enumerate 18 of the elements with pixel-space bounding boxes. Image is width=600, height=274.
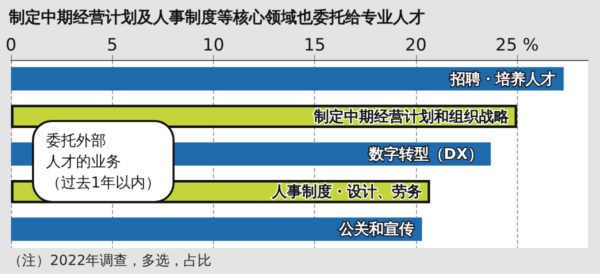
y-tick-label: 公关和宣传	[338, 220, 414, 238]
y-tick-label: 制定中期经营计划和组织战略	[313, 107, 510, 126]
y-tick-label: 招聘・培养人才	[450, 70, 556, 88]
x-tick-label: 5	[106, 36, 118, 56]
x-tick-label: 20	[405, 36, 427, 56]
x-tick-label: 15	[304, 36, 326, 56]
y-tick-label: 人事制度・设计、劳务	[271, 182, 422, 201]
y-tick-label: 数字转型（DX）	[368, 145, 483, 163]
annotation: 人才的业务	[46, 152, 121, 170]
annotation: 委托外部	[46, 132, 106, 150]
x-tick-label: 25 %	[496, 36, 539, 56]
bar	[11, 67, 564, 90]
chart-title: 制定中期经营计划及人事制度等核心领域也委托给专业人才	[8, 8, 425, 26]
bar	[11, 218, 422, 241]
x-tick-label: 0	[6, 36, 16, 56]
annotation: （过去1年以内）	[46, 174, 161, 192]
text: （注）2022年调查，多选，占比	[8, 253, 212, 269]
x-tick-label: 10	[202, 36, 224, 56]
